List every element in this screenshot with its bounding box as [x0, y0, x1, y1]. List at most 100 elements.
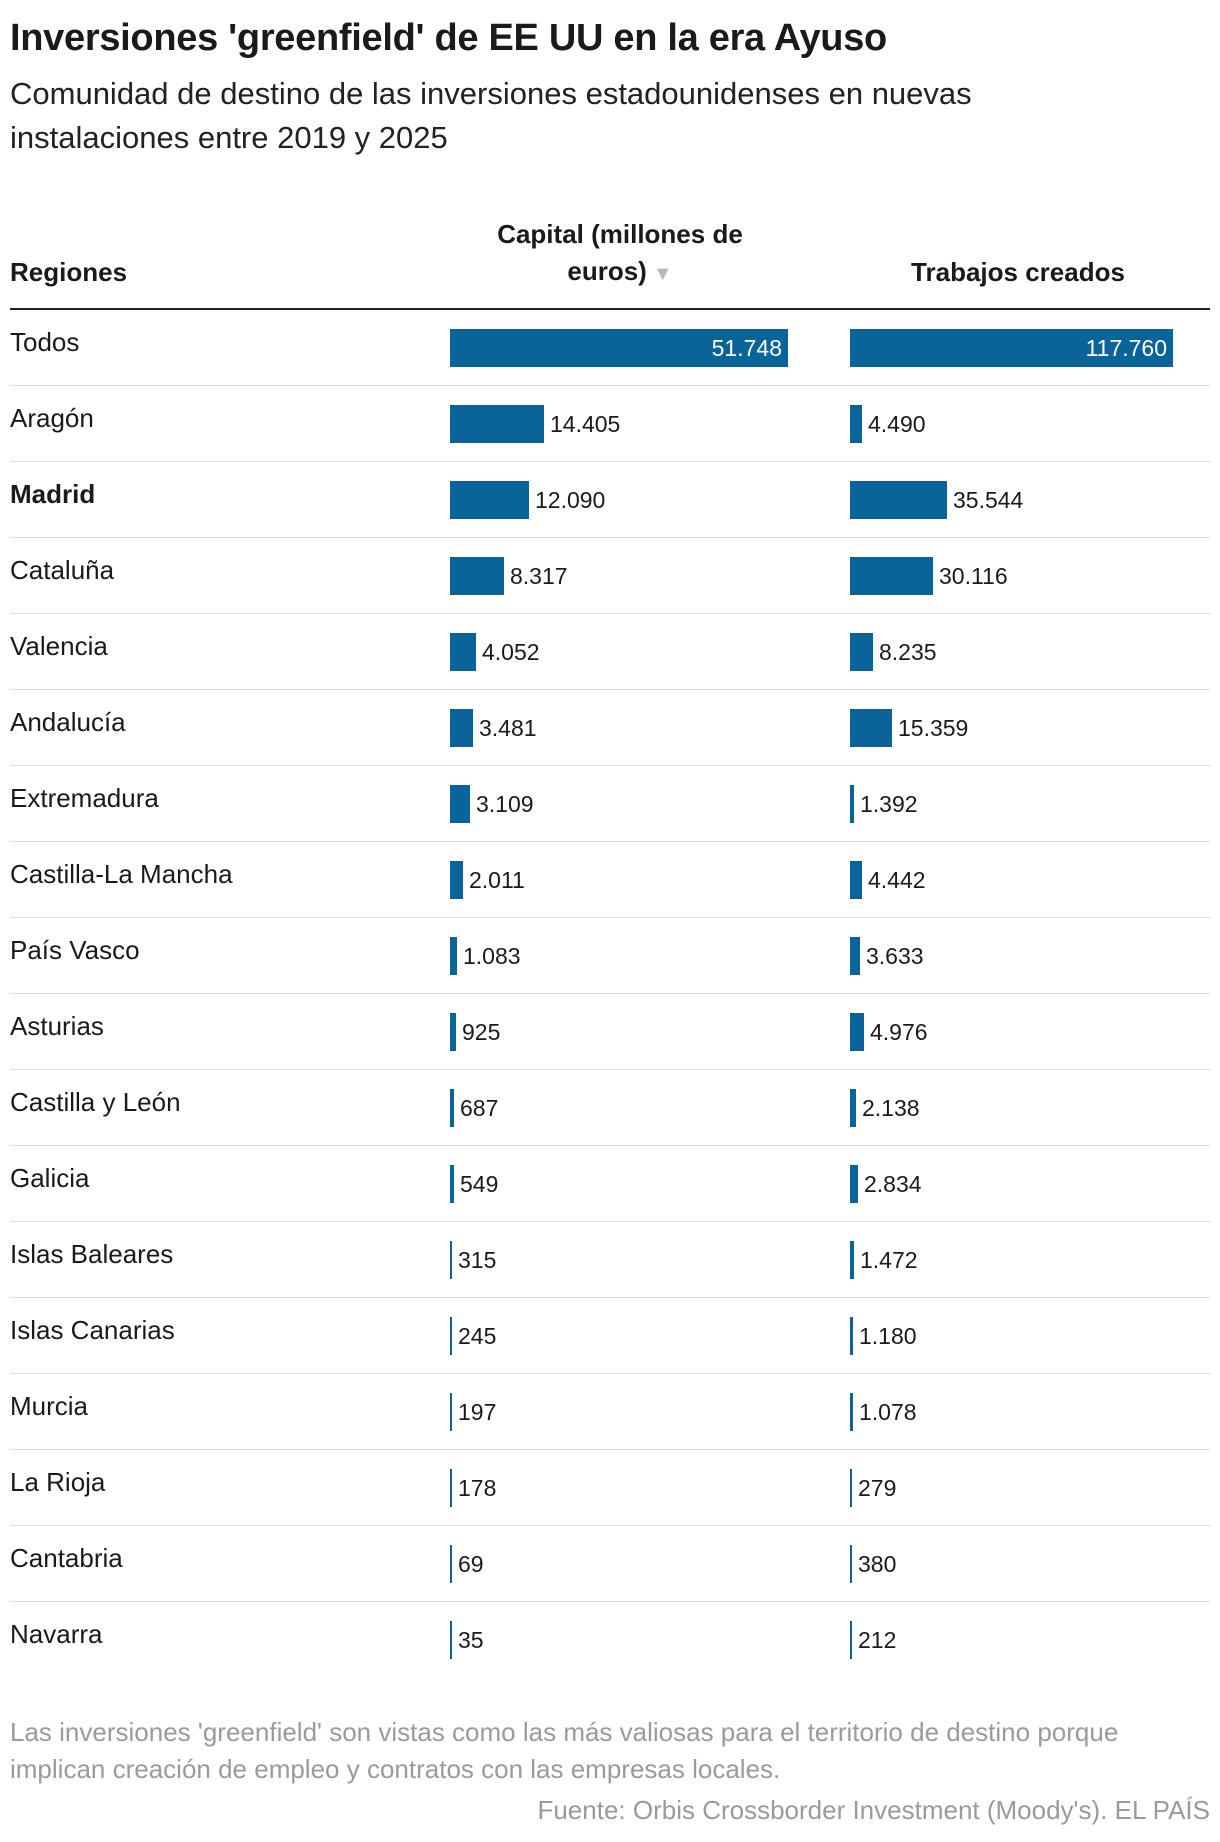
region-label: Murcia — [10, 1391, 89, 1421]
table-row: La Rioja 178 279 — [10, 1450, 1210, 1526]
capital-bar — [450, 329, 788, 367]
capital-bar — [450, 1393, 452, 1431]
jobs-value-label: 15.359 — [898, 715, 969, 741]
capital-value-label: 3.109 — [476, 791, 534, 817]
table-row: Islas Baleares 315 1.472 — [10, 1222, 1210, 1298]
jobs-bar — [850, 1621, 852, 1659]
jobs-bar — [850, 633, 873, 671]
region-label: Navarra — [10, 1619, 103, 1649]
table-row: Extremadura 3.109 1.392 — [10, 766, 1210, 842]
jobs-bar — [850, 937, 860, 975]
capital-bar — [450, 861, 463, 899]
capital-bar — [450, 1165, 454, 1203]
jobs-value-label: 3.633 — [866, 943, 924, 969]
capital-bar — [450, 1089, 454, 1127]
capital-value-label: 315 — [458, 1247, 497, 1273]
jobs-value-label: 117.760 — [1085, 335, 1167, 361]
jobs-bar — [850, 1165, 858, 1203]
table-row: Navarra 35 212 — [10, 1602, 1210, 1678]
capital-bar — [450, 1317, 452, 1355]
table-row: Islas Canarias 245 1.180 — [10, 1298, 1210, 1374]
capital-bar — [450, 557, 504, 595]
jobs-value-label: 4.442 — [868, 867, 926, 893]
table-row: Todos 51.748 117.760 — [10, 310, 1210, 386]
capital-value-label: 178 — [458, 1475, 497, 1501]
capital-bar — [450, 405, 544, 443]
region-label: Castilla-La Mancha — [10, 859, 233, 889]
capital-bar — [450, 785, 470, 823]
column-header-regions[interactable]: Regiones — [10, 257, 128, 287]
capital-bar — [450, 1241, 452, 1279]
jobs-bar — [850, 1469, 852, 1507]
column-header-capital-label: Capital (millones de euros) — [497, 219, 743, 286]
capital-bar — [450, 937, 457, 975]
capital-value-label: 35 — [458, 1627, 484, 1653]
jobs-bar — [850, 785, 854, 823]
capital-value-label: 12.090 — [535, 487, 606, 513]
jobs-value-label: 212 — [858, 1627, 897, 1653]
jobs-bar — [850, 861, 862, 899]
capital-bar — [450, 709, 473, 747]
region-label: Cataluña — [10, 555, 115, 585]
region-label: Asturias — [10, 1011, 104, 1041]
jobs-value-label: 1.078 — [859, 1399, 917, 1425]
jobs-value-label: 4.976 — [870, 1019, 928, 1045]
region-label: Valencia — [10, 631, 108, 661]
table-row: Castilla y León 687 2.138 — [10, 1070, 1210, 1146]
jobs-bar — [850, 1545, 852, 1583]
table-row: Andalucía 3.481 15.359 — [10, 690, 1210, 766]
capital-value-label: 51.748 — [711, 335, 782, 361]
capital-value-label: 2.011 — [469, 867, 525, 893]
capital-bar — [450, 481, 529, 519]
capital-value-label: 8.317 — [510, 563, 568, 589]
table-row: Aragón 14.405 4.490 — [10, 386, 1210, 462]
region-label: Aragón — [10, 403, 94, 433]
capital-value-label: 3.481 — [479, 715, 537, 741]
capital-value-label: 687 — [460, 1095, 499, 1121]
jobs-bar — [850, 329, 1173, 367]
capital-bar — [450, 1545, 452, 1583]
header-divider — [10, 308, 1210, 310]
jobs-value-label: 35.544 — [953, 487, 1024, 513]
jobs-value-label: 2.834 — [864, 1171, 922, 1197]
capital-value-label: 925 — [462, 1019, 501, 1045]
jobs-value-label: 1.472 — [860, 1247, 918, 1273]
jobs-bar — [850, 1089, 856, 1127]
region-label: Islas Baleares — [10, 1239, 174, 1269]
capital-value-label: 197 — [458, 1399, 497, 1425]
column-header-jobs[interactable]: Trabajos creados — [911, 257, 1125, 287]
capital-bar — [450, 1621, 452, 1659]
capital-value-label: 549 — [460, 1171, 499, 1197]
capital-value-label: 14.405 — [550, 411, 621, 437]
capital-bar — [450, 1013, 456, 1051]
sort-descending-icon: ▼ — [652, 263, 673, 285]
region-label: Castilla y León — [10, 1087, 181, 1117]
column-header-capital[interactable]: Capital (millones de euros) ▼ — [470, 216, 770, 293]
table-row: Cantabria 69 380 — [10, 1526, 1210, 1602]
jobs-value-label: 30.116 — [939, 563, 1008, 589]
region-label: Islas Canarias — [10, 1315, 175, 1345]
region-label: La Rioja — [10, 1467, 106, 1497]
jobs-bar — [850, 1241, 854, 1279]
table-row: País Vasco 1.083 3.633 — [10, 918, 1210, 994]
table-row: Galicia 549 2.834 — [10, 1146, 1210, 1222]
table-row: Madrid 12.090 35.544 — [10, 462, 1210, 538]
capital-bar — [450, 633, 476, 671]
region-label: Andalucía — [10, 707, 126, 737]
footnote: Las inversiones 'greenfield' son vistas … — [10, 1717, 1119, 1784]
region-label: Galicia — [10, 1163, 90, 1193]
jobs-bar — [850, 1317, 853, 1355]
jobs-bar — [850, 709, 892, 747]
region-label: Extremadura — [10, 783, 159, 813]
region-label: Cantabria — [10, 1543, 123, 1573]
capital-value-label: 4.052 — [482, 639, 540, 665]
jobs-bar — [850, 481, 947, 519]
jobs-bar — [850, 1013, 864, 1051]
jobs-value-label: 1.392 — [860, 791, 918, 817]
table-row: Asturias 925 4.976 — [10, 994, 1210, 1070]
chart-title: Inversiones 'greenfield' de EE UU en la … — [10, 17, 887, 59]
region-label: Madrid — [10, 479, 96, 509]
jobs-value-label: 279 — [858, 1475, 897, 1501]
jobs-bar — [850, 1393, 853, 1431]
